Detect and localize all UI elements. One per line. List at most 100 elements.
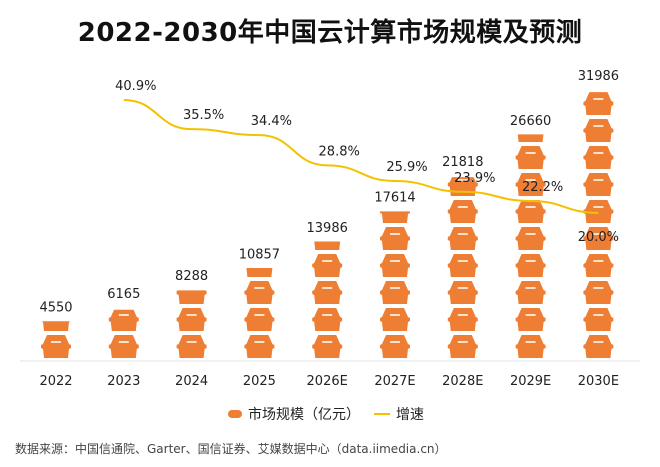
food-box-stripe xyxy=(390,341,400,343)
food-box-icon xyxy=(583,308,614,331)
bar-icon-2027E xyxy=(380,281,410,304)
food-box-stripe xyxy=(593,98,604,100)
bar-icon-2026E xyxy=(312,281,343,304)
food-box-stripe xyxy=(525,152,536,154)
bar-icon-2027E xyxy=(380,308,410,331)
food-box-stripe xyxy=(322,314,333,316)
bar-icon-2027E xyxy=(380,254,410,277)
bar-icon-2028E xyxy=(447,308,478,331)
bar-icon-2030E xyxy=(583,119,614,142)
food-box-icon xyxy=(583,173,614,196)
bar-icon-2027E xyxy=(380,227,410,250)
food-box-icon xyxy=(246,267,273,277)
food-box-stripe xyxy=(525,287,536,289)
bar-icon-2028E xyxy=(447,200,478,223)
food-box-icon xyxy=(314,241,341,250)
bar-icon-2026E xyxy=(312,254,343,277)
food-box-icon xyxy=(515,200,546,223)
food-box-stripe xyxy=(254,341,265,343)
growth-label: 22.2% xyxy=(522,180,563,195)
bar-icon-2028E xyxy=(447,281,478,304)
bar-icon-2025 xyxy=(244,308,275,331)
food-box-icon xyxy=(380,308,410,331)
legend-bar-label: 市场规模（亿元） xyxy=(248,407,360,423)
food-box-icon xyxy=(312,281,343,304)
bar-icon-2029E xyxy=(515,335,546,358)
food-box-icon xyxy=(380,254,410,277)
legend: 市场规模（亿元） 增速 xyxy=(228,404,424,424)
food-box-icon xyxy=(312,254,343,277)
food-box-icon xyxy=(176,308,207,331)
food-box-icon xyxy=(515,254,546,277)
food-box-icon xyxy=(583,92,614,115)
food-box-stripe xyxy=(118,341,129,343)
growth-label: 40.9% xyxy=(115,79,156,94)
food-box-icon xyxy=(517,134,544,142)
food-box-stripe xyxy=(593,233,604,235)
bar-icon-2030E xyxy=(583,200,614,223)
bar-icon-2022 xyxy=(41,321,71,331)
food-box-stripe xyxy=(254,314,265,316)
food-box-stripe xyxy=(187,287,197,289)
food-box-stripe xyxy=(525,206,536,208)
food-box-stripe xyxy=(525,179,536,181)
food-box-stripe xyxy=(593,179,604,181)
food-box-stripe xyxy=(593,341,604,343)
x-tick-label: 2028E xyxy=(442,374,483,389)
bar-value-label: 13986 xyxy=(307,221,348,236)
x-tick-label: 2024 xyxy=(175,374,208,389)
legend-line-label: 增速 xyxy=(396,407,424,423)
food-box-icon xyxy=(583,119,614,142)
bar-icon-2023 xyxy=(108,309,139,331)
food-box-stripe xyxy=(390,314,400,316)
food-box-stripe xyxy=(457,206,468,208)
food-box-stripe xyxy=(390,260,400,262)
growth-label: 20.0% xyxy=(578,230,619,245)
bar-value-label: 31986 xyxy=(578,69,619,84)
food-box-stripe xyxy=(525,341,536,343)
bar-icon-2024 xyxy=(176,308,207,331)
food-box-icon xyxy=(380,281,410,304)
growth-label: 25.9% xyxy=(386,160,427,175)
food-box-icon xyxy=(41,335,71,358)
food-box-icon xyxy=(108,309,139,331)
food-box-icon xyxy=(515,335,546,358)
bar-icon-2029E xyxy=(515,200,546,223)
food-box-icon xyxy=(176,290,207,304)
bar-icon-2029E xyxy=(515,227,546,250)
bar-icon-2024 xyxy=(176,287,207,304)
food-box-stripe xyxy=(525,260,536,262)
food-box-icon xyxy=(380,211,410,223)
food-box-icon xyxy=(583,200,614,223)
food-box-icon xyxy=(312,308,343,331)
bar-icon-2030E xyxy=(583,308,614,331)
food-box-stripe xyxy=(322,260,333,262)
food-box-stripe xyxy=(593,314,604,316)
food-box-stripe xyxy=(457,260,468,262)
growth-label: 34.4% xyxy=(251,114,292,129)
x-tick-label: 2029E xyxy=(510,374,551,389)
bar-value-label: 6165 xyxy=(107,287,140,302)
bar-icon-2029E xyxy=(517,134,544,142)
food-box-stripe xyxy=(322,341,333,343)
bar-icon-2025 xyxy=(246,267,273,277)
food-box-icon xyxy=(447,335,478,358)
bar-value-label: 4550 xyxy=(39,301,72,316)
food-box-stripe xyxy=(525,233,536,235)
growth-line xyxy=(123,99,599,214)
food-box-icon xyxy=(244,281,275,304)
bar-icon-2022 xyxy=(41,335,71,358)
food-box-stripe xyxy=(322,287,333,289)
food-box-stripe xyxy=(457,314,468,316)
food-box-icon xyxy=(176,335,207,358)
bar-icon-2028E xyxy=(447,335,478,358)
bar-icon-2029E xyxy=(515,308,546,331)
legend-bar-icon xyxy=(228,410,242,418)
bar-icon-2029E xyxy=(515,281,546,304)
food-box-stripe xyxy=(457,287,468,289)
food-box-stripe xyxy=(390,206,400,208)
bar-value-label: 26660 xyxy=(510,114,551,129)
food-box-stripe xyxy=(390,233,400,235)
bar-value-label: 17614 xyxy=(374,190,415,205)
